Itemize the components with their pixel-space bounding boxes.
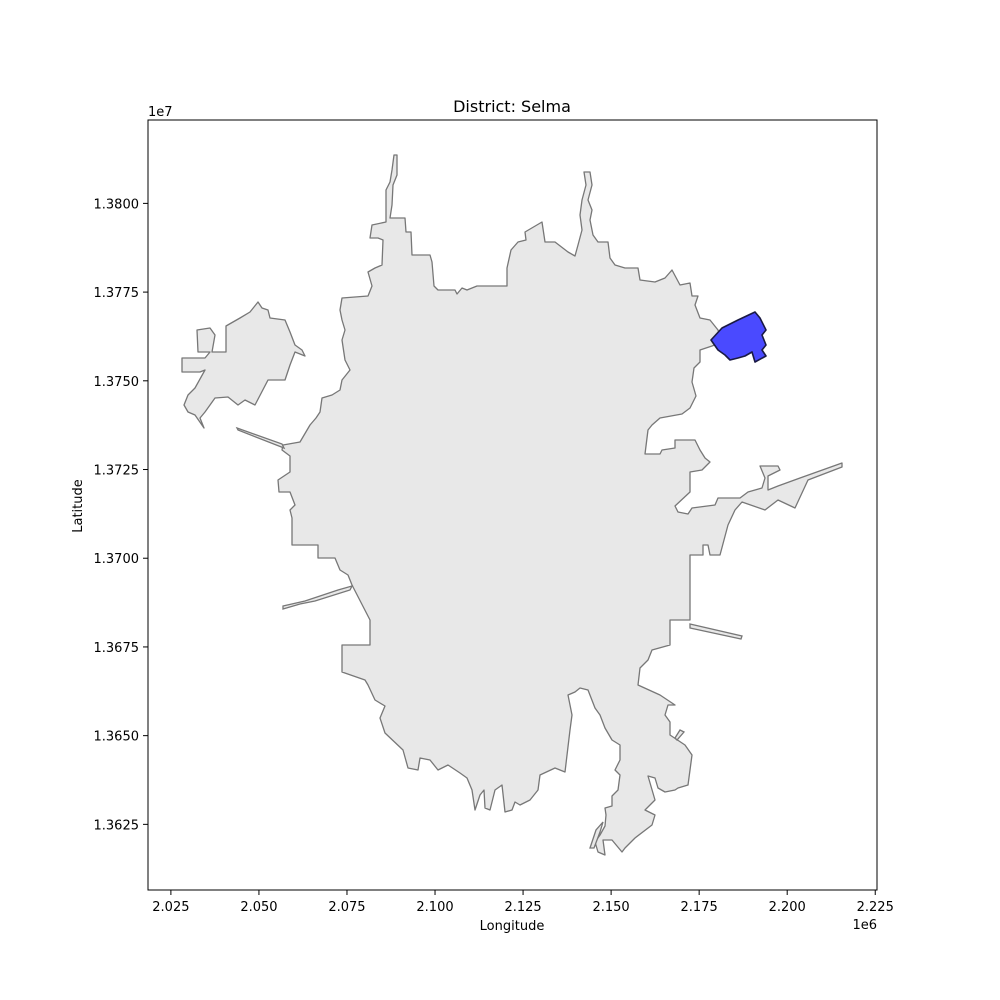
- y-tick-label: 1.3800: [94, 197, 140, 212]
- city-corridor-southeast: [689, 623, 743, 640]
- y-tick-label: 1.3750: [94, 375, 140, 390]
- y-tick-label: 1.3775: [94, 286, 140, 301]
- x-tick-label: 2.050: [240, 900, 277, 915]
- x-tick-label: 2.225: [857, 900, 894, 915]
- city-corridor-southwest: [282, 584, 354, 610]
- axes-frame: [147, 119, 878, 891]
- y-tick-label: 1.3650: [94, 730, 140, 745]
- x-tick-label: 2.125: [504, 900, 541, 915]
- x-tick-label: 2.175: [681, 900, 718, 915]
- highlighted-district-selma: [710, 311, 767, 363]
- x-axis-label: Longitude: [480, 919, 545, 934]
- x-tick-label: 2.150: [592, 900, 629, 915]
- y-tick-label: 1.3700: [94, 552, 140, 567]
- y-tick-label: 1.3725: [94, 464, 140, 479]
- city-region-northwest: [181, 301, 306, 429]
- y-axis-label: Latitude: [71, 479, 86, 533]
- y-tick-label: 1.3675: [94, 641, 140, 656]
- x-tick-label: 2.200: [769, 900, 806, 915]
- city-corridor-east: [674, 729, 686, 741]
- x-axis-ticks: 2.025 2.050 2.075 2.100 2.125 2.150 2.175 2.200…: [152, 890, 894, 915]
- x-tick-label: 2.075: [328, 900, 365, 915]
- x-tick-label: 2.025: [152, 900, 189, 915]
- y-axis-ticks: 1.3625 1.3650 1.3675 1.3700 1.3725 1.3750 1.37…: [94, 197, 148, 833]
- y-tick-label: 1.3625: [94, 818, 140, 833]
- chart-title: District: Selma: [453, 97, 571, 116]
- city-corridor-west: [235, 426, 286, 450]
- x-axis-offset-label: 1e6: [852, 918, 877, 933]
- city-corridor-south: [589, 821, 604, 849]
- city-region: [277, 154, 843, 856]
- y-axis-offset-label: 1e7: [148, 105, 173, 120]
- x-tick-label: 2.100: [416, 900, 453, 915]
